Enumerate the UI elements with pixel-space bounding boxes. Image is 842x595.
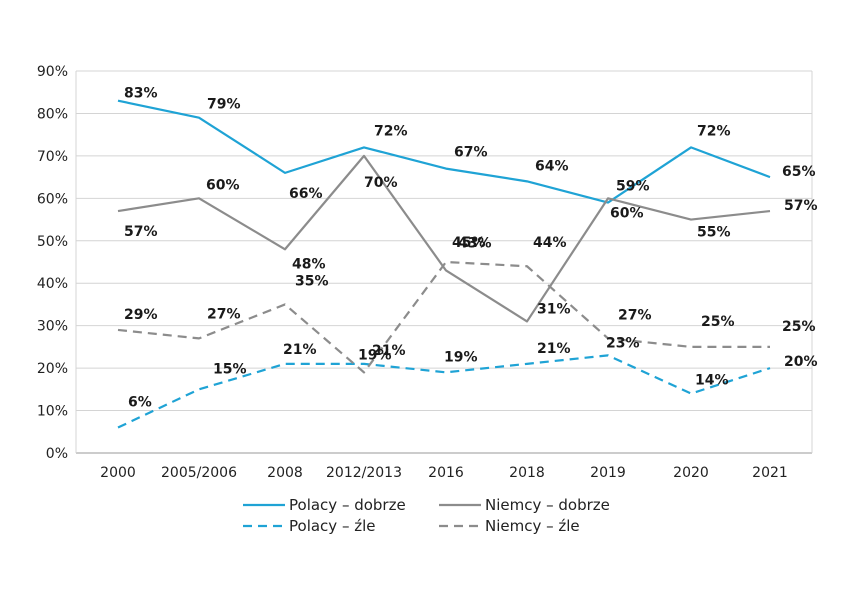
data-labels: 83% 79% 66% 72% 67% 64% 59% 72% 65% 57% 60% 48% 70% 4… — [124, 86, 818, 411]
legend-label: Niemcy – źle — [485, 517, 580, 535]
grid-lines — [75, 70, 813, 454]
legend-label: Polacy – dobrze — [289, 496, 406, 514]
data-label: 27% — [207, 306, 241, 322]
data-label: 25% — [782, 319, 816, 335]
y-tick-label: 20% — [37, 361, 68, 377]
x-tick-label: 2021 — [752, 465, 788, 481]
data-label: 19% — [444, 349, 478, 365]
y-axis-ticks: 0% 10% 20% 30% 40% 50% 60% 70% 80% 90% — [37, 64, 68, 462]
y-tick-label: 60% — [37, 191, 68, 207]
series-line-0 — [117, 99, 771, 204]
legend-label: Polacy – źle — [289, 517, 375, 535]
data-label: 44% — [533, 235, 567, 251]
data-label: 27% — [618, 307, 652, 323]
y-tick-label: 90% — [37, 64, 68, 80]
data-label: 21% — [372, 343, 406, 359]
data-label: 57% — [124, 224, 158, 240]
data-label: 23% — [606, 335, 640, 351]
series-lines — [117, 99, 771, 429]
data-label: 25% — [701, 314, 735, 330]
x-tick-label: 2018 — [509, 465, 545, 481]
data-label: 29% — [124, 307, 158, 323]
x-tick-label: 2019 — [590, 465, 626, 481]
y-tick-label: 80% — [37, 106, 68, 122]
data-label: 43% — [458, 235, 492, 251]
data-label: 45% — [452, 235, 486, 251]
data-label: 14% — [695, 373, 729, 389]
data-label: 19% — [358, 347, 392, 363]
data-label: 60% — [610, 205, 644, 221]
data-label: 6% — [128, 395, 152, 411]
data-label: 57% — [784, 198, 818, 214]
data-label: 48% — [292, 256, 326, 272]
x-tick-label: 2016 — [428, 465, 464, 481]
data-label: 79% — [207, 97, 241, 113]
y-tick-label: 40% — [37, 276, 68, 292]
x-tick-label: 2008 — [267, 465, 303, 481]
y-tick-label: 50% — [37, 234, 68, 250]
y-tick-label: 70% — [37, 149, 68, 165]
x-axis-ticks: 2000 2005/2006 2008 2012/2013 2016 2018 2019 20… — [100, 465, 788, 481]
data-label: 60% — [206, 177, 240, 193]
data-label: 21% — [283, 342, 317, 358]
series-line-1 — [117, 154, 771, 323]
data-label: 20% — [784, 354, 818, 370]
data-label: 72% — [697, 123, 731, 139]
data-label: 70% — [364, 175, 398, 191]
y-tick-label: 0% — [46, 446, 68, 462]
data-label: 15% — [213, 361, 247, 377]
x-tick-label: 2005/2006 — [161, 465, 237, 481]
y-tick-label: 30% — [37, 319, 68, 335]
x-tick-label: 2012/2013 — [326, 465, 402, 481]
data-label: 59% — [616, 179, 650, 195]
data-label: 65% — [782, 164, 816, 180]
series-line-3 — [117, 260, 770, 374]
data-label: 83% — [124, 86, 158, 102]
x-tick-label: 2000 — [100, 465, 136, 481]
data-label: 21% — [537, 341, 571, 357]
data-label: 67% — [454, 145, 488, 161]
x-tick-label: 2020 — [673, 465, 709, 481]
data-label: 55% — [697, 225, 731, 241]
legend: Polacy – dobrze Niemcy – dobrze Polacy – ź… — [243, 496, 610, 535]
data-label: 66% — [289, 186, 323, 202]
data-label: 35% — [295, 273, 329, 289]
data-label: 31% — [537, 301, 571, 317]
data-label: 72% — [374, 123, 408, 139]
data-label: 64% — [535, 158, 569, 174]
legend-label: Niemcy – dobrze — [485, 496, 610, 514]
y-tick-label: 10% — [37, 404, 68, 420]
